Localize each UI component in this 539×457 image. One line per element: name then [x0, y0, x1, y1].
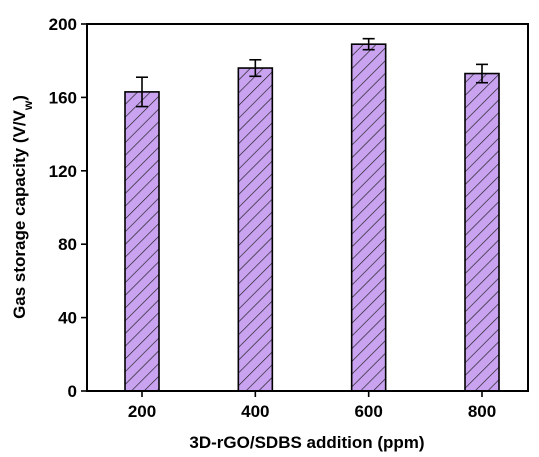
x-tick-label: 200 [128, 402, 156, 421]
plot-frame [86, 23, 529, 392]
y-axis-title-main: Gas storage capacity (V/V [10, 109, 29, 318]
y-tick-label: 80 [58, 235, 77, 254]
y-tick-label: 120 [49, 162, 77, 181]
x-axis-ticks: 200 400 600 800 [128, 391, 496, 421]
bar-400 [237, 67, 274, 392]
error-bar-200 [136, 76, 148, 108]
bar-600 [350, 43, 387, 392]
x-tick-label: 800 [468, 402, 496, 421]
y-axis-title: Gas storage capacity (V/Vw) [10, 95, 35, 319]
bars-layer [124, 43, 500, 392]
error-bar-600 [362, 37, 375, 51]
y-tick-label: 200 [49, 15, 77, 34]
error-bars-layer [136, 37, 488, 108]
x-axis-title: 3D-rGO/SDBS addition (ppm) [189, 433, 424, 452]
error-bar-800 [476, 63, 488, 84]
bar-800 [464, 72, 500, 392]
x-tick-label: 400 [241, 402, 269, 421]
y-tick-label: 0 [68, 382, 77, 401]
error-bar-400 [249, 58, 262, 78]
x-tick-label: 600 [354, 402, 382, 421]
y-tick-label: 40 [58, 309, 77, 328]
y-axis-title-sub: w [21, 100, 35, 111]
y-tick-label: 160 [49, 88, 77, 107]
y-axis-title-close: ) [10, 95, 29, 101]
bar-200 [124, 91, 160, 392]
y-axis-ticks: 0 40 80 120 160 200 [49, 15, 87, 401]
